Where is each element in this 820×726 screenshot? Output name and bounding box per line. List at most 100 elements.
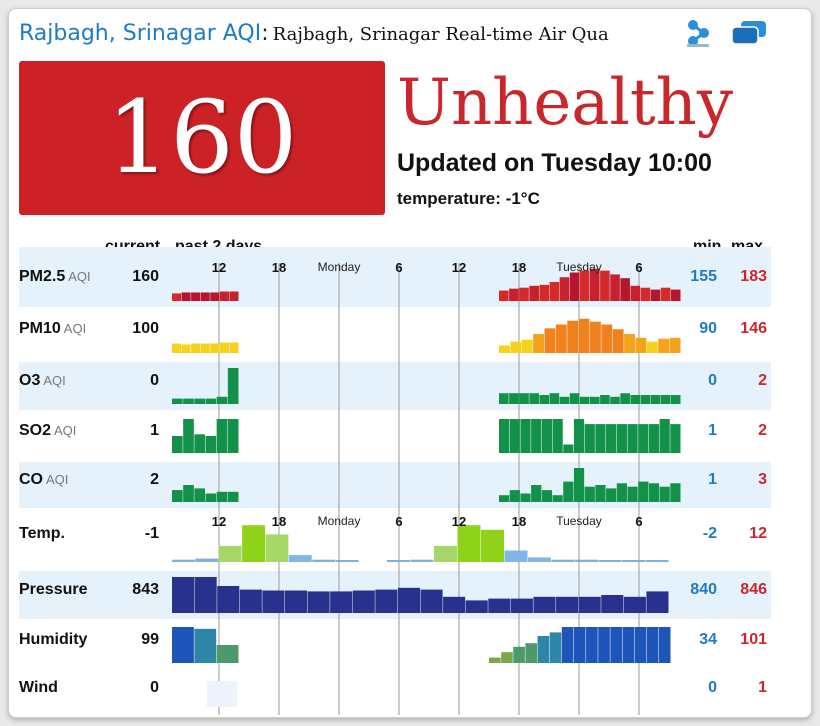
time-tick-label: Monday bbox=[317, 514, 361, 528]
co-bar bbox=[183, 485, 194, 502]
pressure-bar bbox=[533, 596, 556, 613]
o3-bar bbox=[205, 398, 217, 404]
pm25-bar bbox=[640, 287, 651, 301]
co-bar bbox=[563, 481, 574, 502]
pm25-bar bbox=[200, 292, 210, 301]
co-bar bbox=[509, 490, 520, 502]
pm10-bar bbox=[555, 324, 567, 353]
humidity-bar bbox=[501, 652, 513, 663]
pm25-bar bbox=[559, 277, 570, 301]
pollutant-name: Humidity bbox=[19, 631, 88, 648]
o3-bar bbox=[610, 396, 620, 404]
o3-bar bbox=[620, 393, 630, 404]
pm25-bar bbox=[549, 282, 560, 301]
pm25-bar bbox=[670, 289, 681, 301]
humidity-bar bbox=[489, 657, 501, 663]
o3-bar bbox=[549, 393, 560, 404]
co-bar bbox=[606, 488, 617, 502]
chat-icon[interactable] bbox=[731, 20, 767, 46]
pollutant-name: Temp. bbox=[19, 525, 65, 542]
o3-bar bbox=[539, 395, 550, 404]
pm10-bar bbox=[210, 343, 220, 353]
temp-min-value: -2 bbox=[702, 525, 717, 542]
pressure-bar bbox=[601, 595, 624, 613]
o3-bar bbox=[660, 395, 671, 404]
time-tick-label: 18 bbox=[271, 260, 287, 275]
co-bar bbox=[541, 490, 553, 502]
so2-bar bbox=[205, 436, 217, 453]
pm10-bar bbox=[510, 341, 522, 353]
pressure-bar bbox=[556, 596, 579, 613]
station-title-link[interactable]: Rajbagh, Srinagar AQI bbox=[19, 21, 262, 46]
co-bar bbox=[627, 486, 638, 502]
pm10-bar bbox=[635, 337, 647, 353]
o3-bar bbox=[194, 398, 205, 404]
o3-bar bbox=[630, 395, 641, 404]
pollutant-unit: AQI bbox=[68, 269, 91, 284]
humidity-bar bbox=[622, 627, 635, 663]
humidity-bar bbox=[586, 627, 598, 663]
pm10-bar bbox=[567, 320, 579, 353]
time-tick-label: 12 bbox=[451, 514, 467, 529]
co-bar bbox=[520, 493, 531, 502]
temperature-label: temperature: bbox=[397, 189, 501, 208]
o3-bar bbox=[499, 393, 509, 404]
pm10-bar bbox=[590, 321, 601, 353]
so2-min-value: 1 bbox=[708, 422, 717, 439]
pollutant-name: O3 bbox=[19, 372, 41, 389]
time-tick-label: 12 bbox=[211, 260, 227, 275]
pm10-bar bbox=[669, 337, 681, 353]
co-bar bbox=[670, 483, 681, 502]
wind-current-value: 0 bbox=[150, 679, 159, 696]
so2-bar bbox=[552, 419, 563, 453]
pm10-bar bbox=[601, 324, 613, 353]
pressure-bar bbox=[443, 596, 466, 613]
pm10-bar bbox=[191, 343, 201, 353]
so2-bar bbox=[595, 424, 606, 453]
pressure-bar bbox=[217, 586, 240, 613]
o3-bar bbox=[183, 398, 194, 404]
humidity-bar bbox=[513, 646, 525, 663]
pressure-bar bbox=[330, 591, 353, 613]
aqi-value: 160 bbox=[106, 79, 298, 196]
pm25-bar bbox=[569, 272, 580, 301]
pressure-max-value: 846 bbox=[740, 581, 767, 598]
pm10-bar bbox=[172, 343, 182, 353]
co-bar bbox=[205, 493, 217, 502]
temp-bar bbox=[218, 545, 242, 562]
o3-bar bbox=[559, 396, 570, 404]
pm25-label: PM2.5 AQI bbox=[19, 268, 91, 286]
o3-label: O3 AQI bbox=[19, 372, 66, 390]
so2-bar bbox=[616, 424, 627, 453]
time-tick-label: 18 bbox=[511, 514, 527, 529]
o3-bar bbox=[227, 368, 239, 404]
time-tick-label: 6 bbox=[635, 260, 643, 275]
pm25-bar bbox=[210, 292, 220, 301]
wind-max-value: 1 bbox=[758, 679, 767, 696]
temp-bar bbox=[335, 560, 359, 562]
pressure-bar bbox=[284, 590, 308, 613]
pm25-bar bbox=[172, 293, 182, 301]
so2-bar bbox=[670, 424, 681, 453]
pm25-bar bbox=[539, 284, 550, 301]
co-label: CO AQI bbox=[19, 471, 68, 489]
temp-current-value: -1 bbox=[144, 525, 159, 542]
temp-label: Temp. bbox=[19, 525, 65, 543]
co-bar bbox=[172, 490, 183, 502]
share-icon[interactable] bbox=[685, 19, 711, 47]
pm25-bar bbox=[610, 274, 620, 301]
co-min-value: 1 bbox=[708, 471, 717, 488]
pm10-bar bbox=[229, 342, 239, 353]
pressure-bar bbox=[465, 600, 488, 613]
co-bar bbox=[595, 485, 606, 502]
humidity-current-value: 99 bbox=[141, 631, 159, 648]
o3-bar bbox=[519, 393, 529, 404]
so2-bar bbox=[573, 419, 585, 453]
wind-min-value: 0 bbox=[708, 679, 717, 696]
pm10-bar bbox=[533, 334, 544, 353]
o3-bar bbox=[529, 393, 539, 404]
temp-bar bbox=[504, 550, 528, 562]
pm25-bar bbox=[529, 285, 539, 301]
co-bar bbox=[659, 486, 670, 502]
aqi-value-box: 160 bbox=[19, 61, 385, 215]
